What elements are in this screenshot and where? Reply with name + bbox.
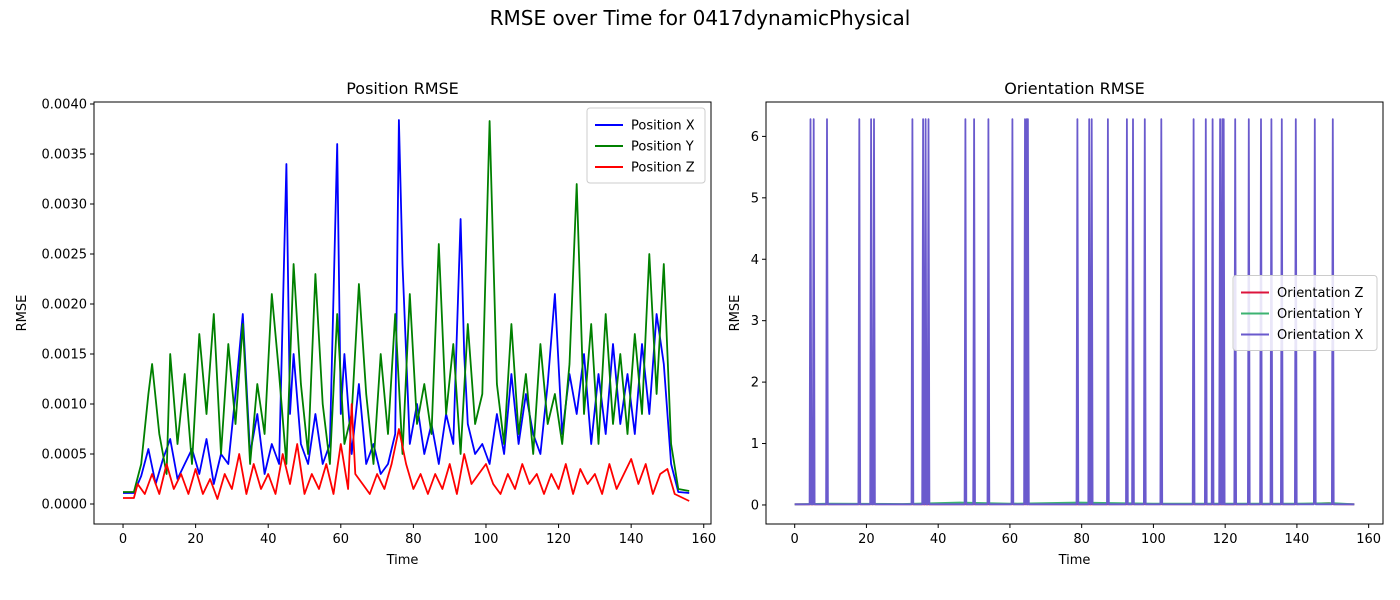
x-tick-label: 140 xyxy=(1284,532,1309,547)
x-tick-label: 60 xyxy=(1002,532,1019,547)
x-tick-label: 140 xyxy=(619,532,644,547)
axes-frame xyxy=(765,101,1384,525)
y-tick-label: 6 xyxy=(751,130,759,145)
y-tick-label: 0.0030 xyxy=(42,198,88,213)
y-tick-label: 0.0005 xyxy=(42,448,88,463)
x-tick-label: 40 xyxy=(930,532,947,547)
y-tick-label: 2 xyxy=(751,376,759,391)
axes-frame xyxy=(93,101,712,525)
y-axis-label: RMSE xyxy=(15,295,30,332)
y-tick-label: 0.0000 xyxy=(42,498,88,513)
y-tick-label: 0 xyxy=(751,498,759,513)
legend-label: Orientation Z xyxy=(1277,286,1364,301)
y-tick-label: 4 xyxy=(751,253,759,268)
y-tick-label: 5 xyxy=(751,191,759,206)
y-tick-label: 0.0020 xyxy=(42,298,88,313)
chart-title: Position RMSE xyxy=(346,79,459,98)
legend-label: Position Y xyxy=(631,140,694,155)
figure-suptitle: RMSE over Time for 0417dynamicPhysical xyxy=(489,6,911,30)
legend-label: Orientation Y xyxy=(1277,307,1363,322)
legend-box xyxy=(1232,275,1378,351)
y-axis-label: RMSE xyxy=(728,295,743,332)
legend-label: Position Z xyxy=(631,161,695,176)
x-tick-label: 80 xyxy=(1073,532,1090,547)
series-line-position-z xyxy=(123,403,690,502)
x-tick-label: 100 xyxy=(1141,532,1166,547)
legend-label: Orientation X xyxy=(1277,328,1364,343)
y-tick-label: 3 xyxy=(751,314,759,329)
x-tick-label: 120 xyxy=(546,532,571,547)
x-tick-label: 20 xyxy=(187,532,204,547)
x-tick-label: 100 xyxy=(474,532,499,547)
legend: Position X Position Y Position Z xyxy=(586,107,706,184)
x-axis-label: Time xyxy=(386,553,419,568)
y-tick-label: 1 xyxy=(751,437,759,452)
x-tick-label: 40 xyxy=(260,532,277,547)
chart-title: Orientation RMSE xyxy=(1004,79,1145,98)
y-tick-label: 0.0015 xyxy=(42,348,88,363)
x-tick-label: 80 xyxy=(405,532,422,547)
orientation-rmse-panel: Orientation RMSE 0 20 40 60 80 100 120 140 160 0 1 2… xyxy=(728,79,1384,568)
x-tick-label: 20 xyxy=(858,532,875,547)
legend: Orientation Z Orientation Y Orientation X xyxy=(1232,275,1378,351)
position-rmse-panel: Position RMSE 0 20 40 60 80 100 120 140 160 0.0000… xyxy=(15,79,716,568)
legend-label: Position X xyxy=(631,119,695,134)
series-group xyxy=(123,119,690,502)
x-tick-label: 160 xyxy=(1356,532,1381,547)
x-tick-label: 120 xyxy=(1213,532,1238,547)
y-tick-label: 0.0010 xyxy=(42,398,88,413)
series-line-position-x xyxy=(123,119,690,494)
x-tick-label: 160 xyxy=(691,532,716,547)
legend-box xyxy=(586,107,706,184)
y-tick-label: 0.0025 xyxy=(42,248,88,263)
series-line-position-y xyxy=(123,120,690,493)
x-axis-label: Time xyxy=(1058,553,1091,568)
x-tick-label: 0 xyxy=(791,532,799,547)
x-tick-label: 0 xyxy=(119,532,127,547)
y-tick-label: 0.0035 xyxy=(42,148,88,163)
x-tick-label: 60 xyxy=(333,532,350,547)
y-tick-label: 0.0040 xyxy=(42,98,88,113)
